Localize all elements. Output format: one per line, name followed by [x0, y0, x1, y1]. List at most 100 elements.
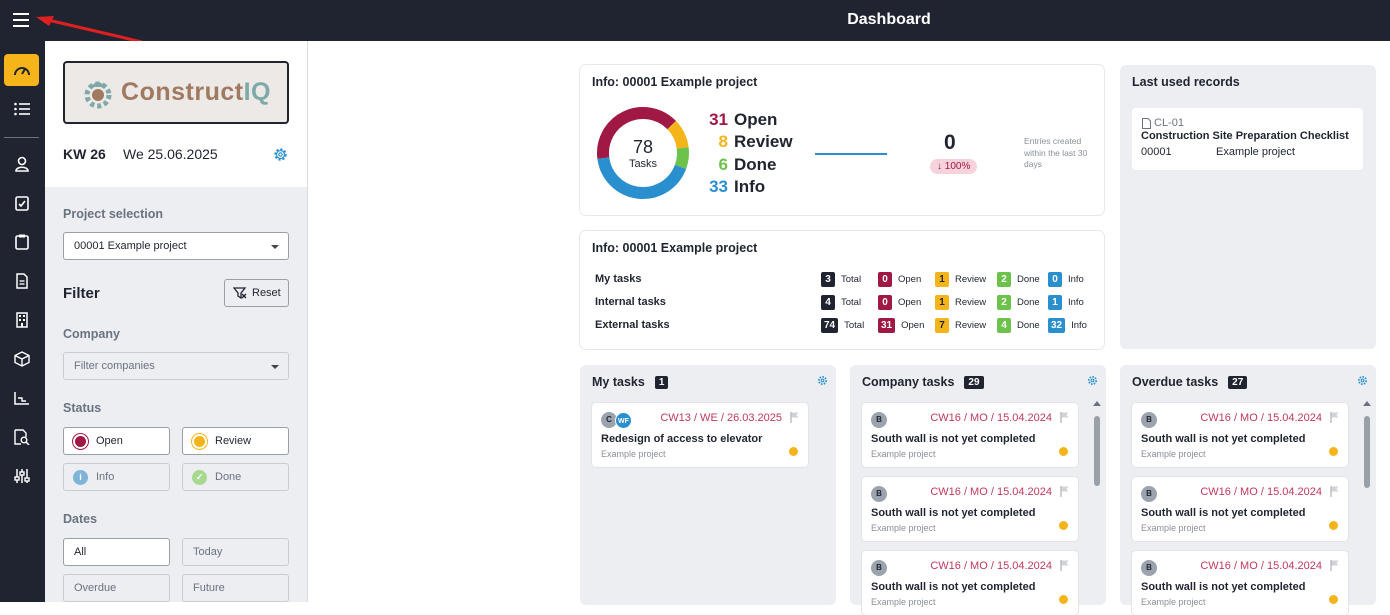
count-done[interactable]: 2 Done [997, 295, 1040, 310]
status-review-toggle[interactable]: Review [182, 427, 289, 455]
task-project: Example project [871, 597, 936, 607]
reset-button[interactable]: Reset [224, 279, 289, 307]
breakdown-row-label: My tasks [595, 273, 642, 285]
count-review[interactable]: 1 Review [935, 295, 986, 310]
task-card[interactable]: B CW16 / MO / 15.04.2024 South wall is not… [1132, 551, 1348, 615]
task-project: Example project [1141, 597, 1206, 607]
stat-open: 31 Open [709, 110, 778, 129]
flag-icon[interactable] [1330, 560, 1339, 571]
calendar-week: KW 26 [63, 146, 106, 162]
flag-icon[interactable] [1060, 560, 1069, 571]
count-done[interactable]: 4 Done [997, 318, 1040, 333]
flag-icon[interactable] [1060, 412, 1069, 423]
company-tasks-panel: Company tasks 29 B CW16 / MO / 15.04.2024 S… [850, 365, 1106, 615]
dates-today-toggle[interactable]: Today [182, 538, 289, 566]
flag-icon[interactable] [1060, 486, 1069, 497]
review-status-dot [1329, 595, 1338, 604]
task-due-date: CW16 / MO / 15.04.2024 [930, 486, 1052, 498]
status-label: Status [63, 401, 102, 415]
new-entries-count: 0 [944, 131, 956, 154]
clipboard-icon[interactable] [12, 232, 32, 252]
settings-gear-icon[interactable] [817, 375, 828, 386]
task-card[interactable]: B CW16 / MO / 15.04.2024 South wall is not… [862, 403, 1078, 467]
chevron-down-icon [271, 245, 279, 249]
status-open-toggle[interactable]: Open [63, 427, 170, 455]
breakdown-row-label: External tasks [595, 319, 670, 331]
task-card[interactable]: B CW16 / MO / 15.04.2024 South wall is not… [1132, 403, 1348, 467]
task-due-date: CW13 / WE / 26.03.2025 [660, 412, 782, 424]
chevron-down-icon [271, 365, 279, 369]
scrollbar[interactable] [1363, 401, 1371, 605]
cube-icon[interactable] [12, 349, 32, 369]
scrollbar[interactable] [1093, 401, 1101, 605]
avatar: B [871, 486, 887, 502]
task-card[interactable]: B CW16 / MO / 15.04.2024 South wall is not… [862, 551, 1078, 615]
task-project: Example project [1141, 449, 1206, 459]
review-status-dot [1059, 595, 1068, 604]
dates-future-toggle[interactable]: Future [182, 574, 289, 602]
page-title: Dashboard [847, 11, 931, 28]
flag-icon[interactable] [790, 412, 799, 423]
count-total[interactable]: 3 Total [821, 272, 861, 287]
document-icon[interactable] [12, 271, 32, 291]
task-due-date: CW16 / MO / 15.04.2024 [1200, 560, 1322, 572]
count-open[interactable]: 0 Open [878, 272, 921, 287]
count-info[interactable]: 0 Info [1048, 272, 1084, 287]
dates-all-toggle[interactable]: All [63, 538, 170, 566]
count-total[interactable]: 74 Total [821, 318, 864, 333]
record-card[interactable]: CL-01 Construction Site Preparation Chec… [1132, 108, 1363, 170]
status-donut-chart [597, 107, 689, 199]
flag-icon[interactable] [1330, 486, 1339, 497]
avatar: B [1141, 486, 1157, 502]
overdue-tasks-count: 27 [1228, 375, 1248, 389]
sliders-icon[interactable] [12, 466, 32, 486]
dates-overdue-toggle[interactable]: Overdue [63, 574, 170, 602]
task-card[interactable]: B CW16 / MO / 15.04.2024 South wall is not… [862, 477, 1078, 541]
settings-gear-icon[interactable] [1087, 375, 1098, 386]
task-project: Example project [1141, 523, 1206, 533]
flag-icon[interactable] [1330, 412, 1339, 423]
donut-total: 78 [632, 137, 654, 157]
chart-icon[interactable] [12, 388, 32, 408]
count-review[interactable]: 7 Review [935, 318, 986, 333]
settings-gear-icon[interactable] [273, 147, 288, 162]
user-icon[interactable] [12, 154, 32, 174]
file-icon [1142, 118, 1151, 129]
annotation-arrow [36, 16, 143, 44]
settings-gear-icon[interactable] [1357, 375, 1368, 386]
company-select[interactable]: Filter companies [63, 352, 289, 380]
task-project: Example project [871, 523, 936, 533]
count-review[interactable]: 1 Review [935, 272, 986, 287]
gear-helmet-logo-icon [84, 81, 112, 108]
status-done-toggle[interactable]: ✓ Done [182, 463, 289, 491]
company-label: Company [63, 327, 120, 341]
task-title: South wall is not yet completed [871, 581, 1036, 593]
count-open[interactable]: 31 Open [878, 318, 924, 333]
top-bar: Dashboard [0, 0, 1390, 41]
search-document-icon[interactable] [12, 427, 32, 447]
stat-info: 33 Info [709, 177, 766, 196]
status-info-toggle[interactable]: i Info [63, 463, 170, 491]
count-info[interactable]: 1 Info [1048, 295, 1084, 310]
dashboard-icon[interactable] [4, 54, 39, 86]
filter-sidebar: ConstructIQ KW 26 We 25.06.2025 Project … [45, 41, 308, 602]
filter-title: Filter [63, 285, 100, 302]
task-card[interactable]: B CW16 / MO / 15.04.2024 South wall is not… [1132, 477, 1348, 541]
project-select[interactable]: 00001 Example project [63, 232, 289, 260]
count-info[interactable]: 32 Info [1048, 318, 1087, 333]
count-done[interactable]: 2 Done [997, 272, 1040, 287]
task-breakdown-card: Info: 00001 Example project My tasks 3 Tot… [580, 231, 1104, 349]
donut-slice-review [667, 120, 689, 150]
count-open[interactable]: 0 Open [878, 295, 921, 310]
hamburger-menu-icon[interactable] [13, 13, 29, 27]
task-due-date: CW16 / MO / 15.04.2024 [930, 560, 1052, 572]
task-card[interactable]: C WF CW13 / WE / 26.03.2025 Redesign of … [592, 403, 808, 467]
avatar: B [1141, 560, 1157, 576]
count-total[interactable]: 4 Total [821, 295, 861, 310]
clipboard-check-icon[interactable] [12, 193, 32, 213]
list-icon[interactable] [12, 99, 32, 119]
current-date: We 25.06.2025 [123, 146, 218, 162]
dates-label: Dates [63, 512, 98, 526]
project-header: ConstructIQ KW 26 We 25.06.2025 [45, 41, 307, 187]
building-icon[interactable] [12, 310, 32, 330]
